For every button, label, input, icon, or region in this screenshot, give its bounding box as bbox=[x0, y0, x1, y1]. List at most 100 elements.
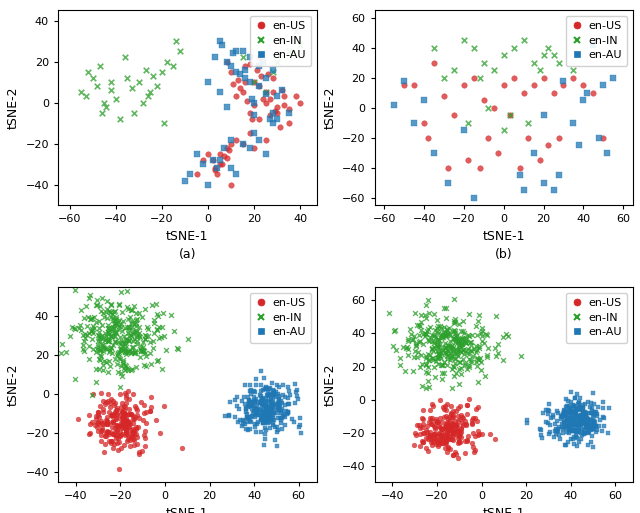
en-US bbox=[260, 135, 271, 144]
en-US bbox=[460, 421, 470, 429]
en-IN bbox=[449, 372, 459, 381]
en-AU bbox=[580, 424, 591, 432]
Text: (b): (b) bbox=[495, 248, 513, 261]
en-IN bbox=[110, 337, 120, 345]
en-AU bbox=[581, 418, 591, 426]
en-IN bbox=[77, 331, 88, 339]
en-US bbox=[108, 423, 118, 431]
en-AU bbox=[284, 387, 294, 396]
en-IN bbox=[137, 313, 147, 321]
en-US bbox=[467, 439, 477, 447]
en-AU bbox=[241, 413, 252, 422]
en-AU bbox=[270, 400, 280, 408]
en-AU bbox=[567, 405, 577, 413]
en-AU bbox=[571, 408, 581, 416]
en-IN bbox=[449, 315, 460, 323]
en-US bbox=[429, 422, 439, 430]
en-IN bbox=[140, 335, 150, 343]
en-US bbox=[445, 402, 456, 410]
en-IN bbox=[428, 356, 438, 364]
en-US bbox=[447, 411, 458, 419]
en-US bbox=[441, 406, 451, 415]
en-AU bbox=[253, 82, 264, 90]
en-AU bbox=[573, 399, 584, 407]
en-IN bbox=[161, 346, 172, 354]
en-US bbox=[123, 435, 133, 443]
en-IN bbox=[98, 341, 108, 349]
en-AU bbox=[230, 47, 241, 55]
en-IN bbox=[499, 51, 509, 60]
en-IN bbox=[67, 323, 77, 331]
en-AU bbox=[232, 418, 243, 426]
en-IN bbox=[457, 335, 467, 343]
en-AU bbox=[258, 394, 268, 402]
en-AU bbox=[574, 141, 584, 149]
en-AU bbox=[566, 408, 577, 416]
en-US bbox=[100, 431, 110, 440]
en-AU bbox=[565, 415, 575, 423]
en-AU bbox=[543, 406, 553, 414]
en-IN bbox=[147, 301, 157, 309]
en-IN bbox=[102, 337, 113, 345]
en-IN bbox=[120, 344, 130, 352]
en-IN bbox=[428, 354, 438, 362]
en-AU bbox=[573, 404, 583, 412]
en-US bbox=[429, 58, 439, 67]
en-AU bbox=[191, 150, 202, 158]
en-AU bbox=[587, 404, 597, 412]
en-IN bbox=[398, 342, 408, 350]
en-AU bbox=[257, 414, 267, 422]
en-IN bbox=[454, 342, 465, 350]
en-AU bbox=[579, 412, 589, 420]
en-IN bbox=[104, 337, 114, 345]
en-IN bbox=[118, 356, 128, 364]
en-AU bbox=[274, 394, 284, 403]
en-AU bbox=[579, 411, 589, 420]
en-AU bbox=[251, 396, 261, 404]
en-IN bbox=[152, 311, 163, 320]
en-AU bbox=[266, 408, 276, 416]
en-AU bbox=[596, 427, 607, 435]
en-AU bbox=[570, 409, 580, 417]
en-US bbox=[207, 156, 218, 164]
en-IN bbox=[96, 334, 106, 342]
en-US bbox=[104, 437, 114, 445]
en-AU bbox=[264, 413, 275, 421]
en-IN bbox=[116, 344, 126, 352]
en-US bbox=[124, 433, 134, 441]
en-AU bbox=[563, 416, 573, 424]
en-US bbox=[116, 412, 127, 421]
en-US bbox=[95, 402, 106, 410]
en-IN bbox=[432, 336, 442, 344]
en-AU bbox=[275, 401, 285, 409]
en-US bbox=[454, 431, 465, 440]
en-AU bbox=[289, 380, 300, 388]
en-IN bbox=[148, 72, 158, 80]
en-US bbox=[263, 70, 273, 78]
en-IN bbox=[461, 346, 472, 354]
en-AU bbox=[573, 427, 584, 436]
en-AU bbox=[236, 70, 246, 78]
en-US bbox=[124, 387, 134, 396]
en-IN bbox=[113, 349, 123, 358]
en-US bbox=[444, 435, 454, 443]
en-IN bbox=[428, 347, 438, 355]
en-IN bbox=[110, 319, 120, 327]
en-IN bbox=[98, 309, 108, 318]
en-IN bbox=[433, 322, 444, 330]
en-US bbox=[464, 396, 474, 404]
en-AU bbox=[572, 405, 582, 413]
en-US bbox=[462, 409, 472, 418]
en-IN bbox=[61, 348, 71, 356]
en-AU bbox=[419, 96, 429, 104]
en-IN bbox=[132, 315, 142, 323]
en-AU bbox=[251, 410, 261, 419]
en-IN bbox=[467, 331, 477, 339]
en-IN bbox=[123, 366, 133, 374]
en-IN bbox=[83, 312, 93, 321]
en-AU bbox=[274, 392, 284, 400]
en-US bbox=[447, 413, 457, 421]
en-AU bbox=[258, 415, 268, 423]
en-US bbox=[237, 88, 248, 96]
en-IN bbox=[87, 327, 97, 336]
